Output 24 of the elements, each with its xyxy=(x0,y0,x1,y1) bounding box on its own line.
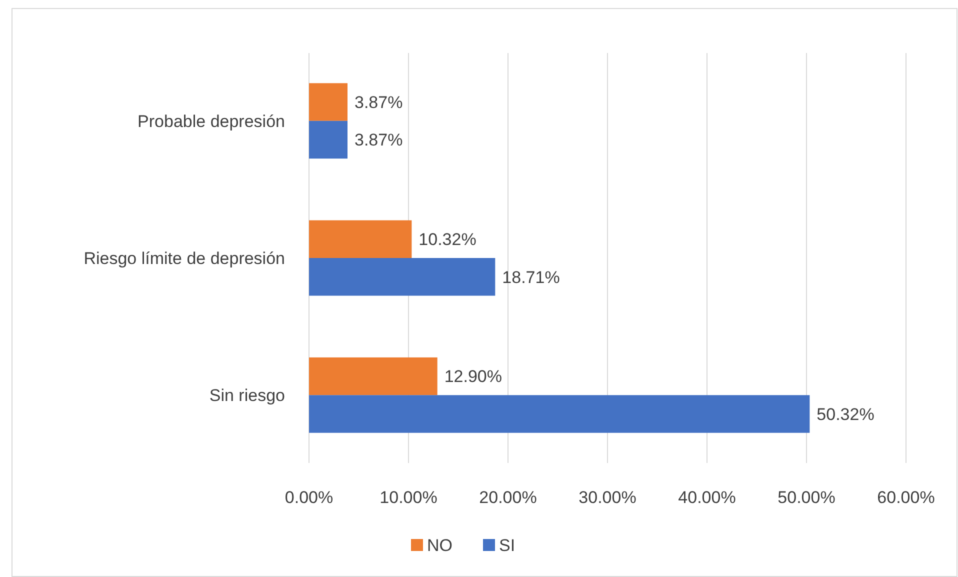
x-tick-label: 20.00% xyxy=(479,488,537,507)
x-tick-label: 50.00% xyxy=(778,488,836,507)
bar xyxy=(309,83,348,121)
y-tick-label: Probable depresión xyxy=(138,112,285,131)
x-tick-label: 0.00% xyxy=(284,488,334,507)
y-tick-label: Riesgo límite de depresión xyxy=(84,248,285,268)
x-tick-label: 40.00% xyxy=(678,488,736,507)
x-tick-label: 10.00% xyxy=(380,488,438,507)
bar xyxy=(309,258,496,296)
data-label: 50.32% xyxy=(816,404,874,424)
bar xyxy=(309,395,810,433)
legend-label: NO xyxy=(427,536,452,555)
x-tick-label: 30.00% xyxy=(578,488,636,507)
data-label: 18.71% xyxy=(502,268,560,287)
bar xyxy=(309,120,348,159)
x-tick-label: 60.00% xyxy=(877,488,935,507)
legend-label: SI xyxy=(499,536,516,555)
data-label: 3.87% xyxy=(354,92,403,112)
data-label: 10.32% xyxy=(418,230,476,250)
bar xyxy=(309,357,438,396)
bar xyxy=(309,220,412,258)
data-label: 12.90% xyxy=(444,367,502,386)
data-label: 3.87% xyxy=(354,130,403,150)
y-tick-label: Sin riesgo xyxy=(209,386,285,406)
